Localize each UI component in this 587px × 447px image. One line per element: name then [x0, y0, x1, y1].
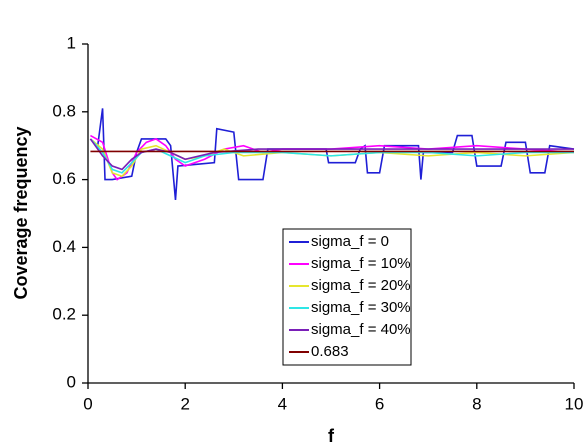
legend-label: sigma_f = 30%	[311, 299, 411, 316]
x-tick-label: 6	[375, 394, 384, 413]
series-line	[89, 138, 574, 171]
legend-label: sigma_f = 10%	[311, 255, 411, 272]
y-tick-label: 0.8	[52, 101, 76, 120]
series-line	[90, 134, 575, 181]
series-line	[89, 108, 575, 201]
legend-label: 0.683	[311, 343, 349, 360]
x-tick-label: 4	[278, 394, 287, 413]
legend-label: sigma_f = 20%	[311, 277, 411, 294]
series-line	[89, 138, 574, 174]
x-tick-label: 0	[83, 394, 92, 413]
y-tick-label: 0.4	[52, 237, 76, 256]
x-axis-title: f	[328, 426, 335, 446]
y-tick-label: 1	[67, 33, 76, 52]
x-tick-label: 8	[472, 394, 481, 413]
y-tick-label: 0.2	[52, 305, 76, 324]
legend-label: sigma_f = 40%	[311, 321, 411, 338]
legend-label: sigma_f = 0	[311, 233, 389, 250]
x-tick-label: 10	[565, 394, 584, 413]
y-axis-title: Coverage frequency	[11, 126, 31, 299]
x-tick-label: 2	[180, 394, 189, 413]
y-tick-label: 0.6	[52, 169, 76, 188]
y-tick-label: 0	[67, 372, 76, 391]
legend-box	[282, 228, 412, 366]
